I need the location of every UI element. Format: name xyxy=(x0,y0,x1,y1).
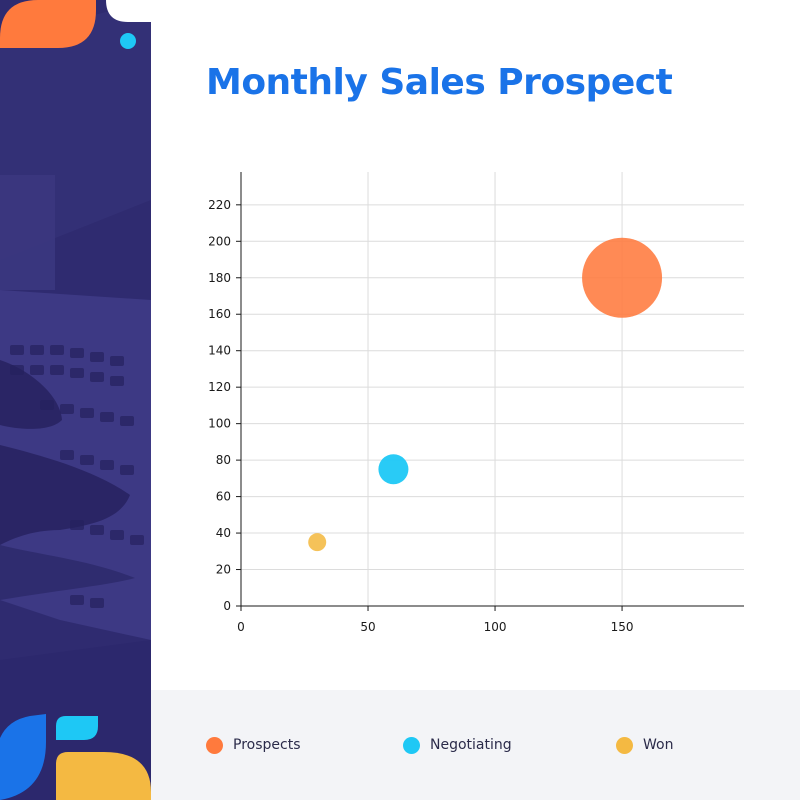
legend-swatch-negotiating xyxy=(403,736,420,754)
corner-decoration-top xyxy=(0,0,151,49)
bubble-chart: 0 20 40 60 80 100 120 140 160 180 200 220 0 50 100 150 xyxy=(208,172,744,634)
y-tick-label: 180 xyxy=(208,271,231,285)
y-tick-label: 140 xyxy=(208,344,231,358)
y-tick-label: 60 xyxy=(216,490,231,504)
legend-label-won: Won xyxy=(643,737,674,753)
y-tick-label: 120 xyxy=(208,380,231,394)
y-tick-label: 80 xyxy=(216,453,231,467)
sidebar-photo-panel xyxy=(0,0,151,800)
y-tick-label: 200 xyxy=(208,234,231,248)
bubble-prospects xyxy=(582,237,663,318)
y-tick-label: 40 xyxy=(216,526,231,540)
corner-decoration-bottom xyxy=(0,714,151,800)
x-tick-label: 0 xyxy=(237,620,245,634)
legend-label-prospects: Prospects xyxy=(233,737,301,753)
legend-band xyxy=(151,690,800,800)
legend-swatch-won xyxy=(616,736,633,754)
legend-item-prospects: Prospects xyxy=(206,735,300,755)
y-tick-label: 20 xyxy=(216,563,231,577)
legend-item-negotiating: Negotiating xyxy=(403,735,512,755)
bubble-won xyxy=(308,533,327,552)
content-panel xyxy=(151,0,800,800)
legend-item-won: Won xyxy=(616,735,673,755)
bubble-negotiating xyxy=(378,454,409,485)
y-tick-label: 100 xyxy=(208,417,231,431)
x-tick-label: 50 xyxy=(360,620,375,634)
y-tick-label: 220 xyxy=(208,198,231,212)
x-tick-label: 100 xyxy=(484,620,507,634)
chart-title: Monthly Sales Prospect xyxy=(206,62,673,103)
legend-label-negotiating: Negotiating xyxy=(430,737,512,753)
x-tick-label: 150 xyxy=(611,620,634,634)
y-tick-label: 160 xyxy=(208,307,231,321)
y-tick-label: 0 xyxy=(223,599,231,613)
legend-swatch-prospects xyxy=(206,736,223,754)
